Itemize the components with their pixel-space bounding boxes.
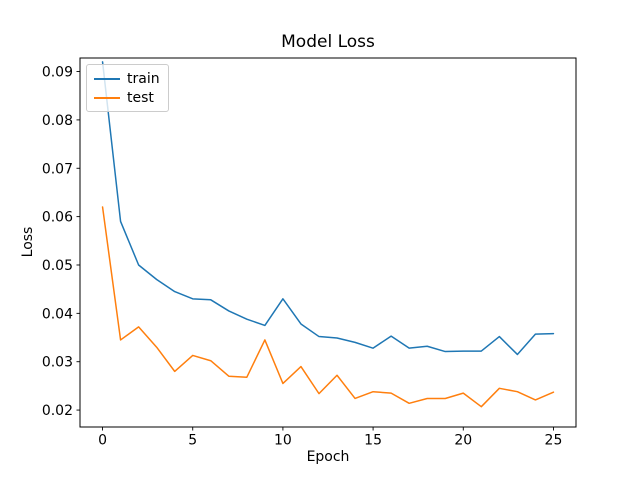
y-tick-label: 0.04 [42,306,73,322]
x-tick-label: 15 [364,433,382,449]
x-tick-label: 5 [188,433,197,449]
x-tick-label: 25 [545,433,563,449]
test-line [101,206,555,408]
y-tick-label: 0.05 [42,258,73,274]
legend-label-test: test [127,89,154,106]
test-line-swatch [94,96,120,99]
y-tick-label: 0.06 [42,210,73,226]
x-tick-label: 10 [274,433,292,449]
x-tick-label: 0 [98,433,107,449]
x-axis-label: Epoch [306,449,350,465]
legend-entry-train: train [94,69,160,88]
chart-title: Model Loss [281,32,375,52]
legend: train test [86,64,169,112]
train-line-swatch [94,77,120,80]
y-tick-label: 0.08 [42,113,73,129]
train-line [101,61,555,356]
y-tick-label: 0.03 [42,355,73,371]
legend-entry-test: test [94,88,160,107]
y-tick-label: 0.07 [42,161,73,177]
x-tick-label: 20 [454,433,472,449]
y-tick-label: 0.09 [42,65,73,81]
y-tick-label: 0.02 [42,403,73,419]
axes-frame [79,57,577,428]
legend-label-train: train [127,70,160,87]
